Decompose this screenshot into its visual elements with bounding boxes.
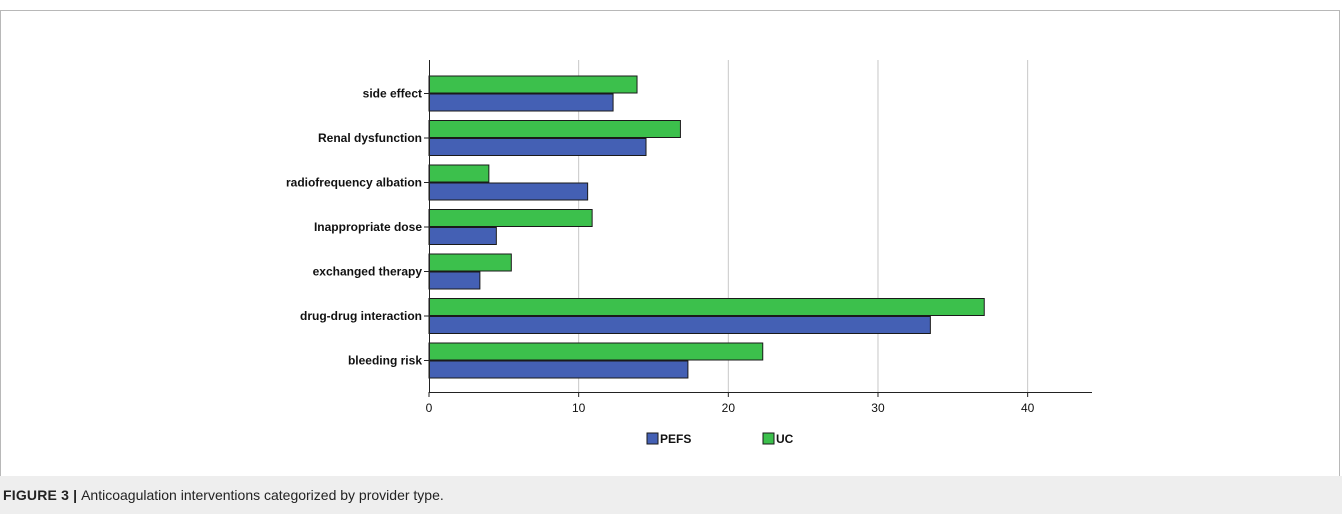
legend-swatch-uc xyxy=(762,432,775,445)
bar-chart: side effect Renal dysfunction radiofrequen… xyxy=(286,60,1092,446)
bar-uc-0 xyxy=(428,75,638,94)
x-tick-labels: 0 10 20 30 40 xyxy=(426,392,1035,415)
legend-label-uc: UC xyxy=(776,432,794,446)
bar-uc-2 xyxy=(428,164,490,183)
x-tick-label-0: 0 xyxy=(426,401,433,415)
category-label-4: exchanged therapy xyxy=(313,265,423,279)
caption-text: Anticoagulation interventions categorize… xyxy=(81,487,444,503)
category-label-3: Inappropriate dose xyxy=(314,220,422,234)
category-label-2: radiofrequency albation xyxy=(286,176,422,190)
category-label-6: bleeding risk xyxy=(348,354,422,368)
bar-uc-3 xyxy=(428,209,593,227)
legend-swatch-pefs xyxy=(646,432,659,445)
figure-caption: FIGURE 3 | Anticoagulation interventions c… xyxy=(0,476,1342,514)
x-tick-label-40: 40 xyxy=(1021,401,1035,415)
bar-pefs-2 xyxy=(428,182,589,201)
x-tick-label-10: 10 xyxy=(572,401,586,415)
caption-separator: | xyxy=(73,487,78,503)
category-labels: side effect Renal dysfunction radiofrequen… xyxy=(286,87,422,368)
legend: PEFS UC xyxy=(646,432,794,446)
bar-pefs-5 xyxy=(428,316,931,334)
bar-pefs-4 xyxy=(428,271,481,290)
bar-pefs-3 xyxy=(428,227,497,245)
category-label-1: Renal dysfunction xyxy=(318,131,422,145)
x-tick-label-30: 30 xyxy=(871,401,885,415)
figure-label: FIGURE 3 xyxy=(3,487,70,503)
bar-uc-1 xyxy=(428,120,681,138)
bar-uc-4 xyxy=(428,253,512,272)
x-tick-label-20: 20 xyxy=(722,401,736,415)
bar-uc-5 xyxy=(428,298,985,316)
legend-label-pefs: PEFS xyxy=(660,432,691,446)
bars xyxy=(428,75,985,379)
axes xyxy=(424,60,1092,393)
bar-uc-6 xyxy=(428,342,764,361)
figure-frame xyxy=(0,10,1340,476)
bar-pefs-0 xyxy=(428,93,614,112)
gridlines xyxy=(578,60,1029,392)
category-label-0: side effect xyxy=(363,87,422,101)
category-label-5: drug-drug interaction xyxy=(300,309,422,323)
bar-pefs-6 xyxy=(428,360,689,379)
bar-pefs-1 xyxy=(428,138,647,156)
